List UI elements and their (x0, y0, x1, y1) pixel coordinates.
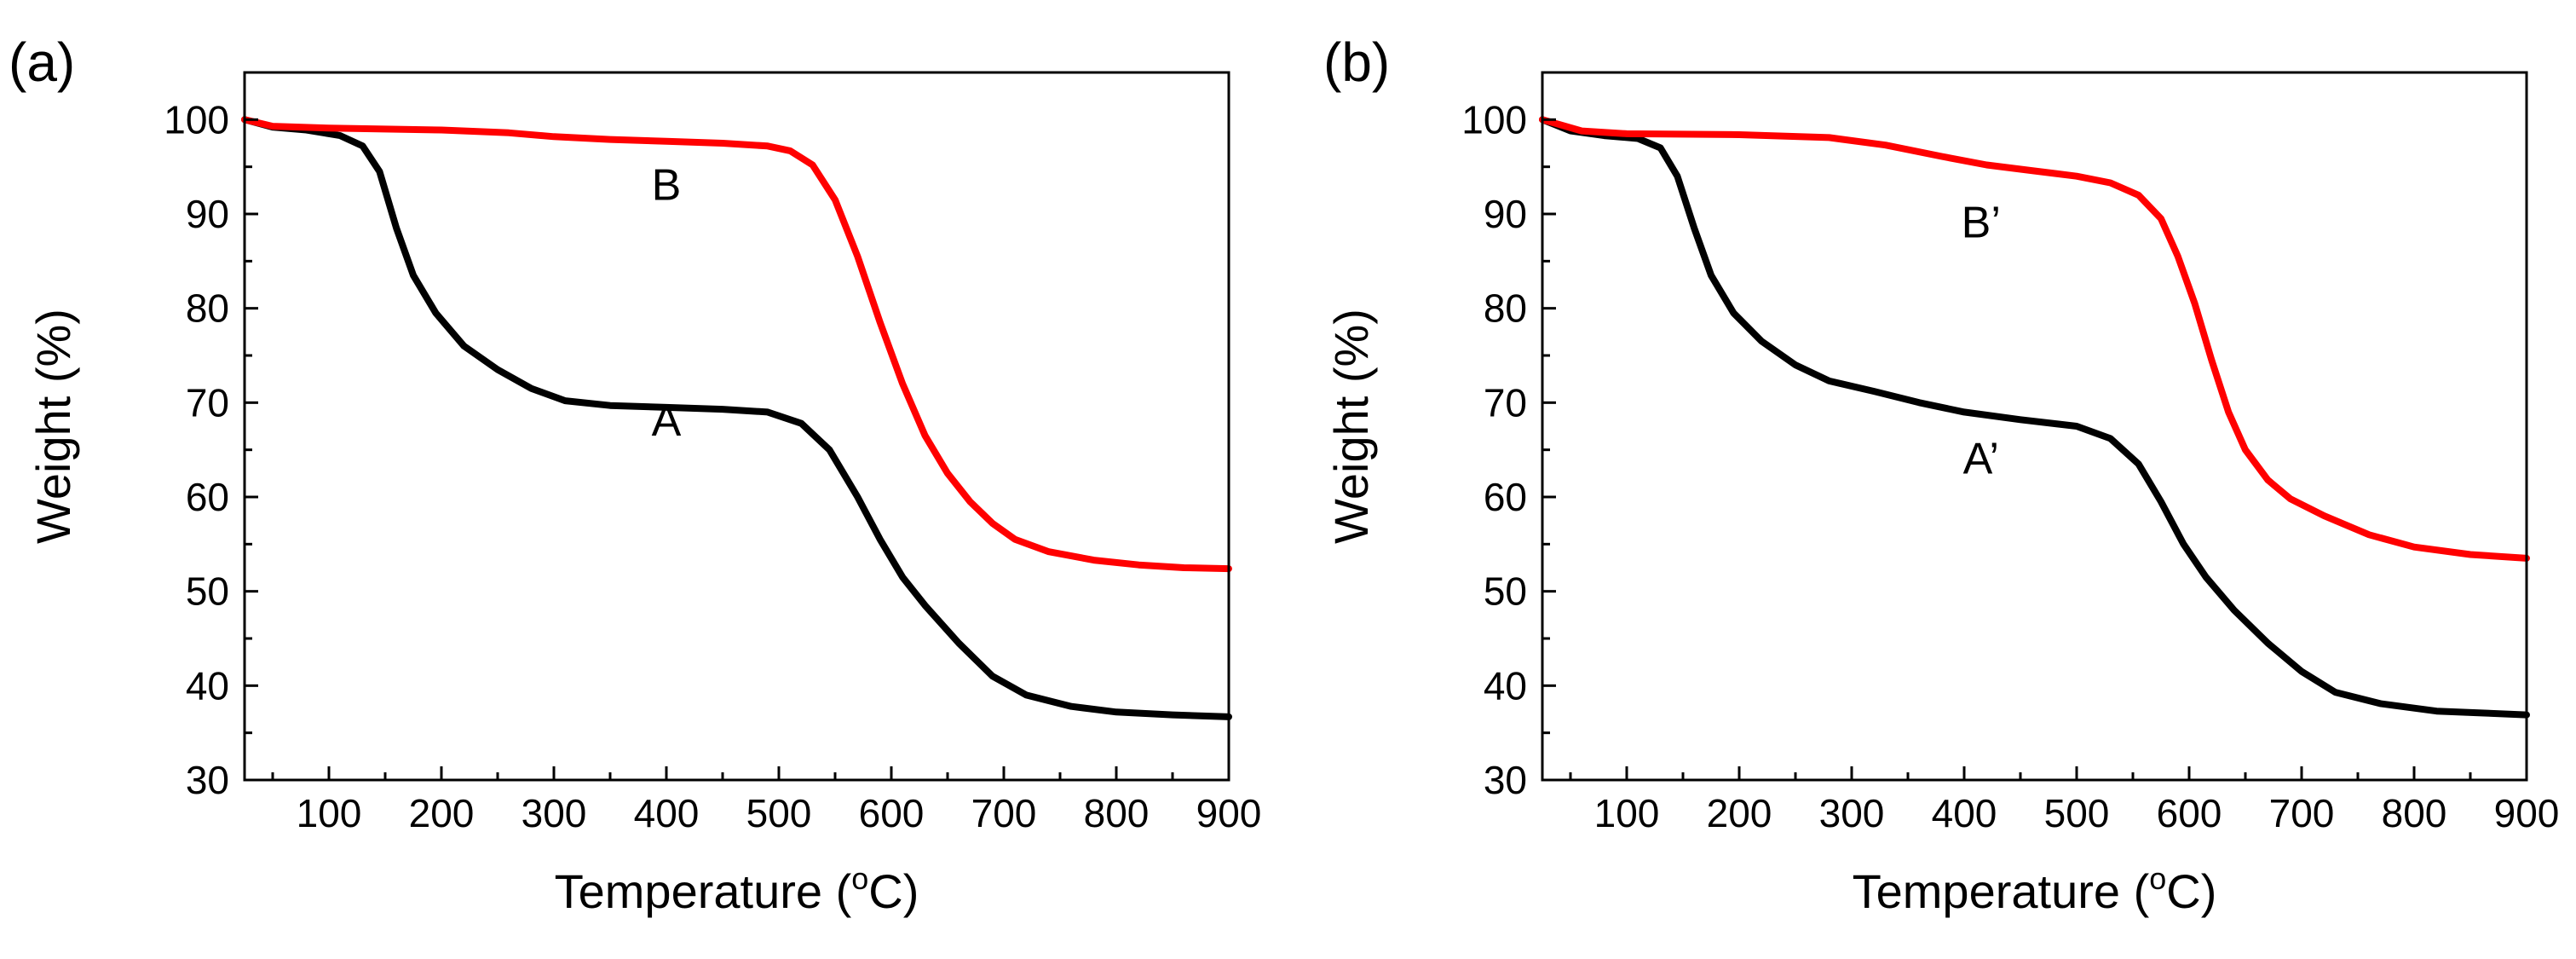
y-tick-label: 80 (1484, 286, 1527, 331)
series-line-B (241, 116, 1232, 573)
x-tick-label: 700 (2269, 791, 2335, 835)
series-annotation-A’: A’ (1963, 434, 1999, 483)
panel-label: (b) (1323, 32, 1390, 93)
series-annotation-B’: B’ (1962, 199, 2001, 248)
y-tick-label: 60 (1484, 475, 1527, 519)
x-tick-label: 300 (1819, 791, 1885, 835)
x-tick-label: 200 (1707, 791, 1772, 835)
y-tick-label: 50 (186, 569, 229, 614)
x-axis-title-unit: C) (868, 864, 919, 918)
x-tick-label: 600 (859, 791, 925, 835)
x-axis-title: Temperature (oC) (1853, 861, 2217, 918)
x-tick-label: 100 (297, 791, 362, 835)
x-tick-label: 400 (1932, 791, 1997, 835)
y-axis-title: Weight (%) (1324, 309, 1378, 544)
x-tick-label: 300 (522, 791, 587, 835)
y-tick-label: 80 (186, 286, 229, 331)
x-tick-label: 900 (1196, 791, 1262, 835)
x-tick-label: 200 (409, 791, 475, 835)
x-tick-label: 600 (2157, 791, 2222, 835)
y-tick-label: 70 (1484, 380, 1527, 425)
plot-frame (243, 71, 1230, 782)
x-tick-label: 100 (1594, 791, 1660, 835)
series-annotation-A: A (652, 396, 682, 446)
panel-b: A’ B’ 100 200 300 400 500 600 700 800 900 30 40 50 60 7… (1323, 32, 2559, 918)
x-axis-title-text: Temperature ( (555, 864, 852, 918)
y-tick-label: 30 (1484, 758, 1527, 802)
y-tick-label: 40 (1484, 663, 1527, 708)
x-axis-title-superscript: o (2149, 861, 2166, 896)
series-line-B’ (1539, 116, 2530, 562)
x-tick-label: 700 (971, 791, 1037, 835)
x-tick-label: 500 (2044, 791, 2110, 835)
panel-label: (a) (9, 32, 75, 93)
plot-frame (1541, 71, 2528, 782)
x-tick-label: 400 (634, 791, 700, 835)
y-axis-title: Weight (%) (26, 309, 80, 544)
y-tick-label: 60 (186, 475, 229, 519)
y-tick-label: 30 (186, 758, 229, 802)
y-tick-label: 100 (1461, 97, 1527, 142)
series-line-A’ (1539, 116, 2530, 719)
panel-a: A B 100 200 300 400 500 600 700 800 900 30 40 50 60 70 8… (9, 32, 1261, 918)
series-annotation-B: B (652, 160, 682, 210)
y-tick-label: 50 (1484, 569, 1527, 614)
y-tick-label: 90 (186, 192, 229, 236)
x-tick-label: 900 (2494, 791, 2560, 835)
x-axis-title-superscript: o (851, 861, 868, 896)
y-tick-label: 100 (164, 97, 229, 142)
x-axis-title-text: Temperature ( (1853, 864, 2150, 918)
x-tick-label: 800 (2382, 791, 2447, 835)
x-axis-title: Temperature (oC) (555, 861, 919, 918)
series-line-A (241, 116, 1232, 720)
x-tick-label: 500 (746, 791, 812, 835)
y-tick-label: 40 (186, 663, 229, 708)
y-tick-label: 90 (1484, 192, 1527, 236)
y-tick-label: 70 (186, 380, 229, 425)
x-axis-title-unit: C) (2166, 864, 2216, 918)
x-tick-label: 800 (1084, 791, 1150, 835)
